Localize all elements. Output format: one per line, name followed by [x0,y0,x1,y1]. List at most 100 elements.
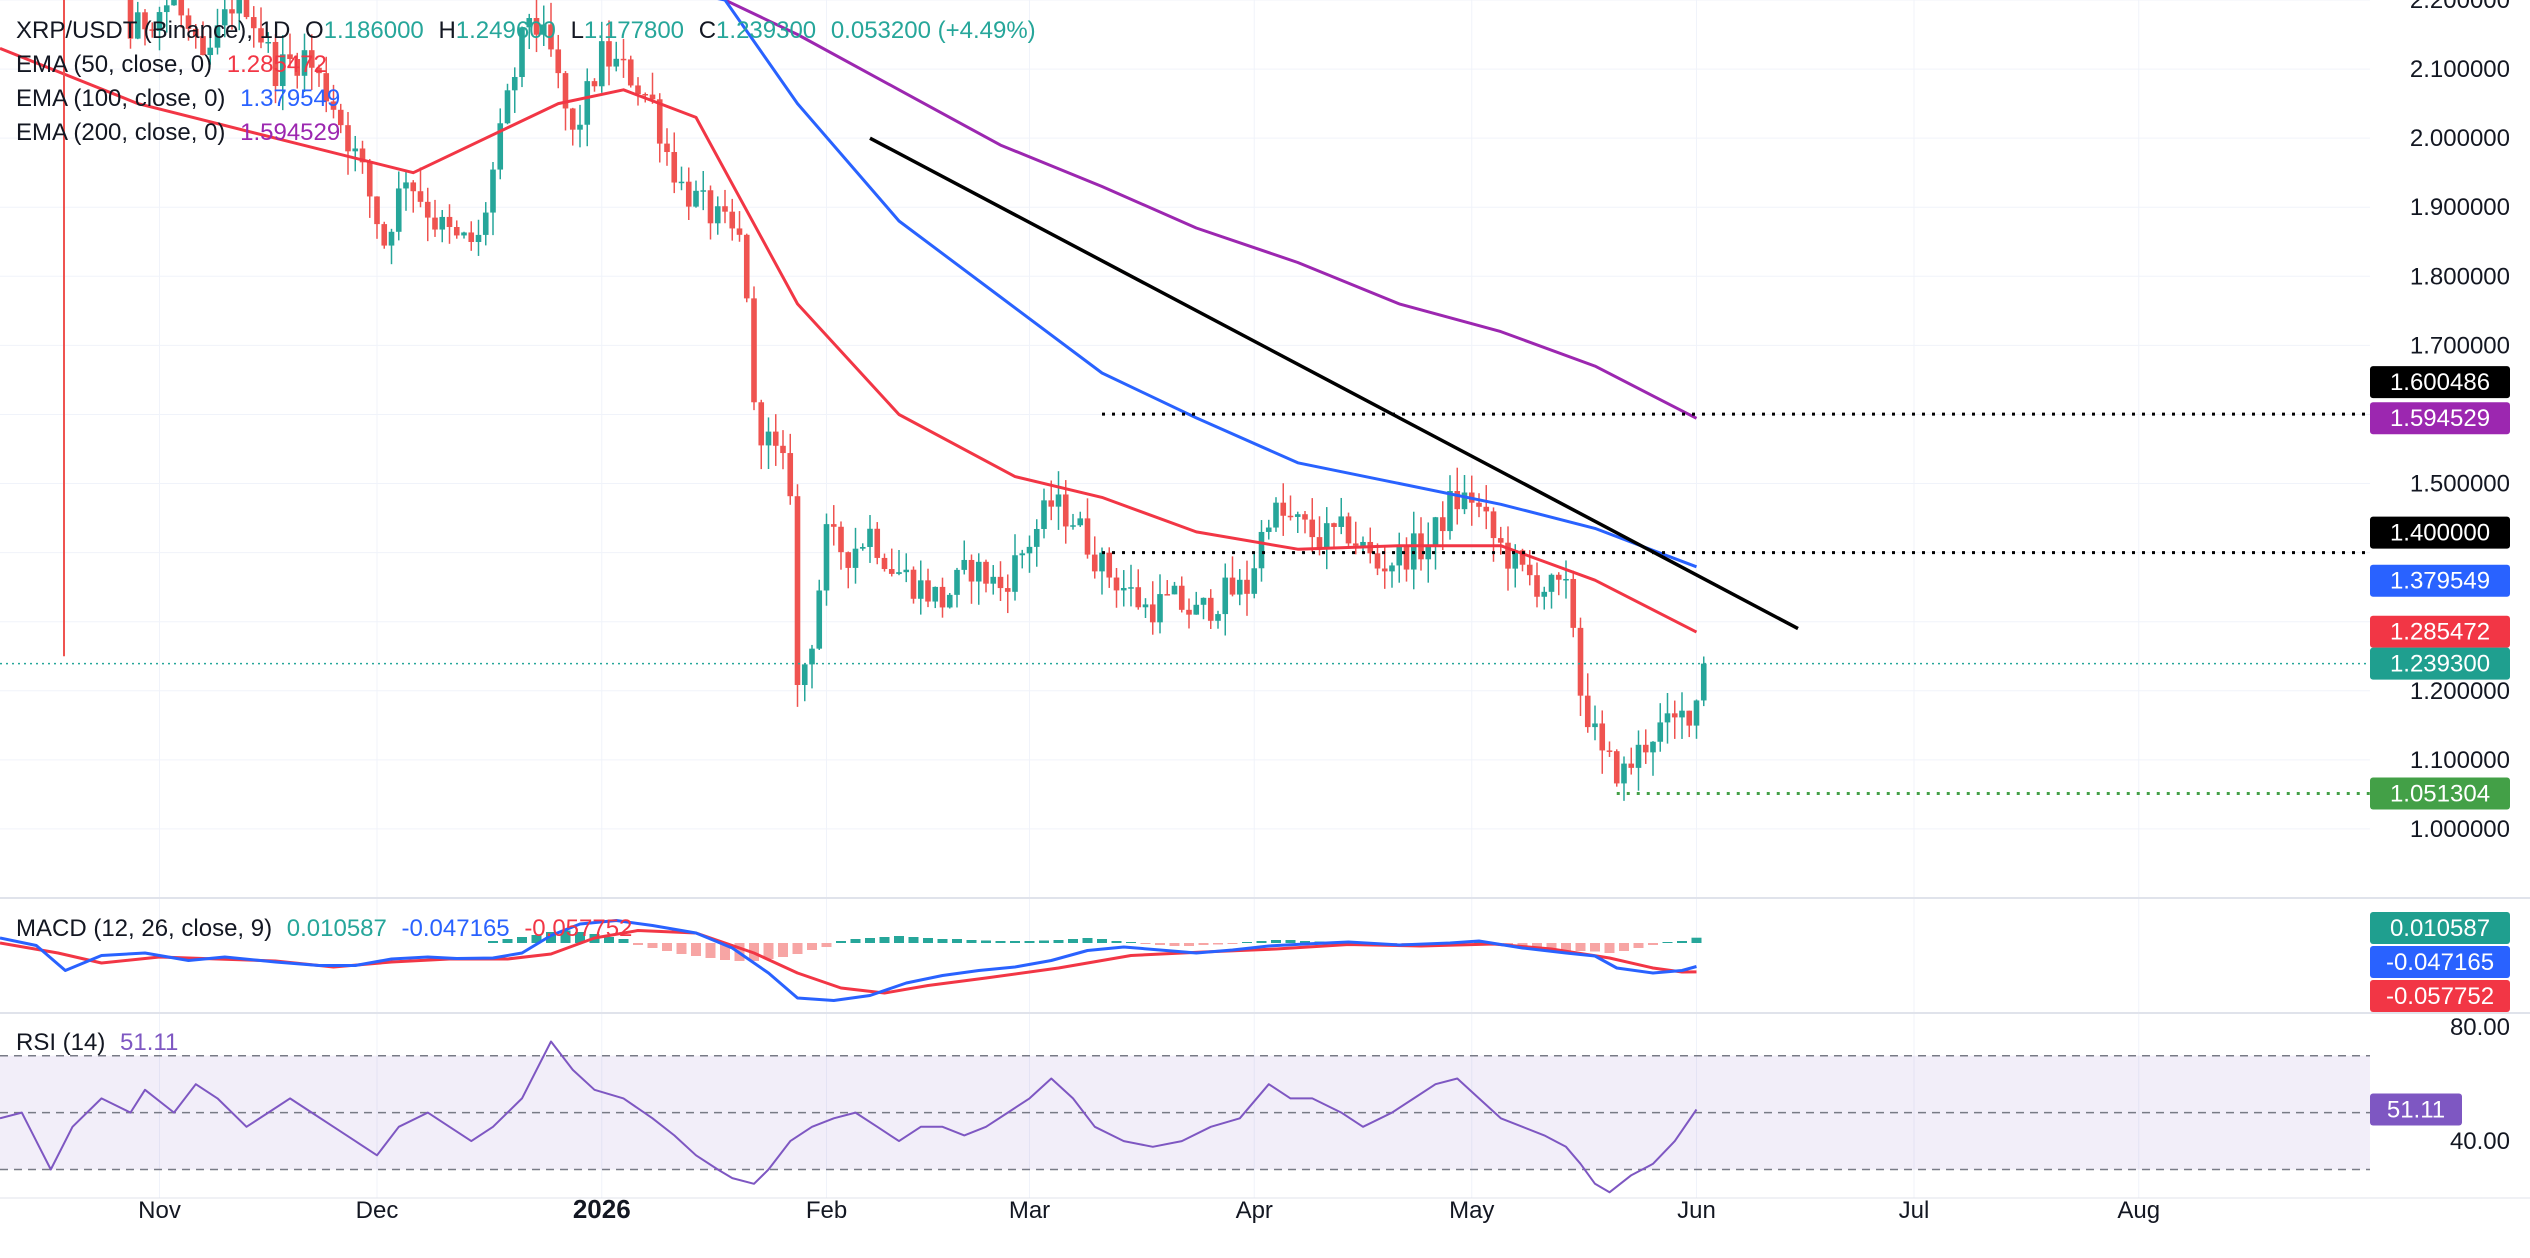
candle-body [1686,710,1693,726]
candle-body [1026,546,1033,554]
high-label: H [438,17,456,44]
candle [664,128,670,166]
candle-body [1439,517,1446,532]
candle-body [1287,515,1294,518]
candle [1142,598,1149,618]
candle [432,199,438,237]
candle [743,233,750,303]
candle-body [1403,544,1410,570]
candle [1432,516,1439,570]
candle-body [555,49,562,74]
candle-body [758,402,765,446]
high-field: H1.249600 [438,17,555,44]
trendline [869,136,1799,631]
candle-body [932,586,939,602]
candle-body [1483,506,1490,512]
candle [1497,526,1504,555]
candle [1360,536,1366,553]
candle-body [533,18,540,35]
ema50-line [0,47,1698,634]
candle [925,568,931,608]
candle-body [1606,750,1613,752]
price-badge-text: 1.239300 [2390,651,2490,678]
candle [475,219,482,256]
candle-body [1338,516,1345,527]
candle [838,521,844,570]
candle-body [200,36,206,56]
candle [722,189,728,224]
candle-body [1106,552,1113,578]
candle-body [1396,544,1403,566]
candle [1244,560,1250,616]
candle [1534,562,1540,608]
candle [1389,562,1395,588]
candle [620,38,627,78]
candle [279,35,286,111]
candle-body [1207,597,1214,621]
candle-body [185,15,192,29]
candle [707,185,714,240]
macd-histogram-bar [720,943,730,960]
macd-histogram-bar [662,943,672,951]
candle [1396,532,1403,583]
candle [1671,700,1678,739]
candle-body [664,143,670,153]
ema200-label: EMA (200, close, 0) [16,119,226,146]
candle-body [823,524,830,591]
candle-body [1642,744,1649,753]
candle-body [1084,518,1091,555]
macd-histogram-bar [1619,943,1629,951]
ema200-legend: EMA (200, close, 0) 1.594529 [16,116,348,150]
macd-histogram-bar [908,937,919,943]
candle [395,171,402,241]
macd-layer [0,919,1702,1002]
overlays-layer [0,0,2370,795]
candle [1302,510,1308,534]
candle [678,166,685,191]
candle [693,180,699,208]
candle [990,565,997,595]
macd-histogram-bar [966,940,977,943]
candle [1186,598,1192,629]
candle [1287,495,1294,521]
candle [156,6,163,51]
candle-body [1345,516,1352,544]
candle-body [1099,552,1105,572]
macd-histogram-bar [1140,943,1151,944]
candle-body [366,162,373,197]
macd-label: MACD (12, 26, close, 9) [16,915,273,942]
candle [366,159,373,218]
candle [1374,543,1381,576]
rsi-badge-text: 51.11 [2387,1096,2445,1123]
macd-legend: MACD (12, 26, close, 9) 0.010587 -0.0471… [16,912,640,946]
candle [867,515,873,563]
candle-body [671,152,678,183]
candle-body [838,526,844,553]
candle-body [801,664,808,685]
candle [330,84,337,119]
candle-body [830,524,837,527]
candle [1193,591,1200,615]
candle [1178,576,1185,613]
candle [997,561,1004,602]
candle [635,77,641,106]
candle [511,67,518,113]
rsi-tick-label: 40.00 [2450,1128,2510,1155]
candle [548,2,554,57]
macd-histogram-bar [1691,937,1702,943]
candle-body [1461,492,1468,510]
candle [1207,589,1214,629]
macd-histogram-bar [1155,943,1165,945]
candle [171,0,177,6]
candle-body [983,561,989,584]
open-field: O1.186000 [305,17,424,44]
macd-badge-text: -0.057752 [2386,983,2494,1010]
candle [1584,673,1591,733]
candle [1077,511,1084,527]
candle-body [1251,568,1258,594]
candle-body [1178,585,1185,610]
candle [888,548,895,577]
price-tick-label: 1.800000 [2410,263,2510,290]
